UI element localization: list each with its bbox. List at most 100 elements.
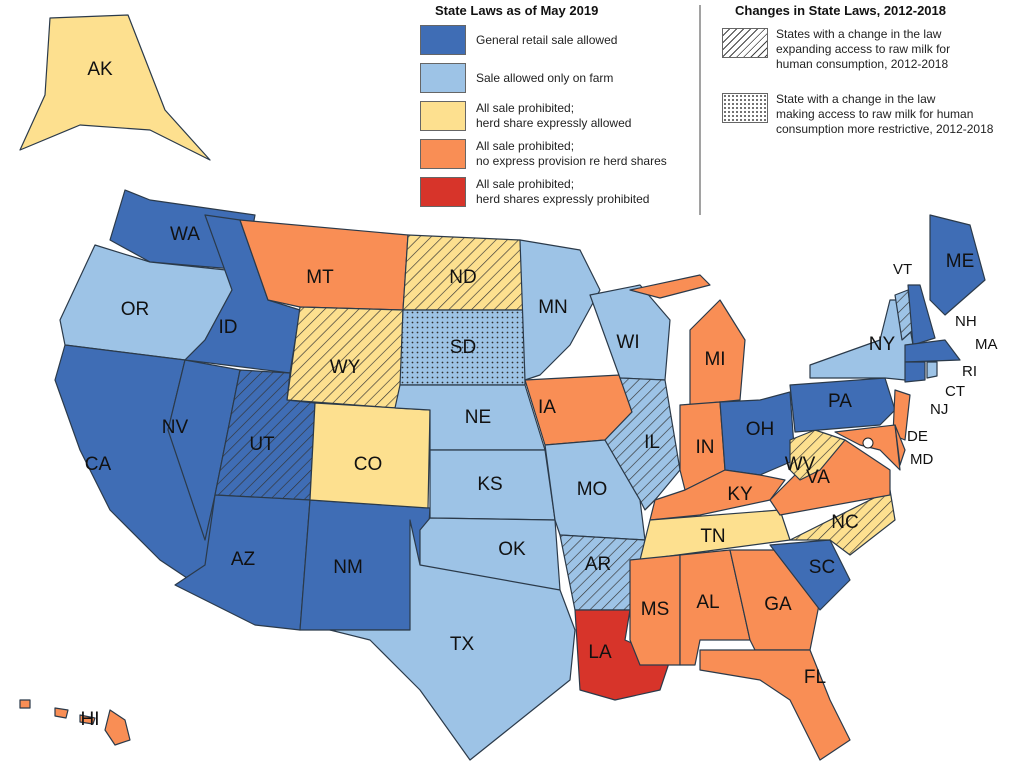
state: [167, 359, 241, 541]
state-change-overlay: [403, 235, 525, 310]
state-label: NY: [869, 334, 896, 355]
changes-swatch: [722, 28, 768, 58]
changes-swatch: [722, 93, 768, 123]
state-label: FL: [804, 667, 826, 688]
state: [834, 424, 901, 471]
state-label: KY: [727, 484, 753, 505]
state-label: NE: [465, 407, 491, 428]
changes-title: Changes in State Laws, 2012-2018: [735, 3, 946, 18]
state: [907, 284, 936, 346]
state: [789, 377, 896, 433]
state-label: MO: [577, 479, 608, 500]
state-label: GA: [764, 594, 792, 615]
state-label: ID: [219, 317, 238, 338]
legend-label: All sale prohibited; no express provisio…: [476, 139, 667, 168]
legend-label: All sale prohibited; herd share expressl…: [476, 101, 632, 130]
state: [926, 361, 938, 379]
state: [699, 649, 851, 761]
legend-label: General retail sale allowed: [476, 33, 618, 47]
state: [904, 339, 961, 363]
state-change-overlay: [895, 290, 913, 340]
state-change-overlay: [400, 310, 525, 385]
legend-swatch: [420, 101, 466, 131]
state: [894, 424, 906, 466]
state: [689, 299, 746, 406]
legend-label: All sale prohibited; herd shares express…: [476, 177, 650, 206]
state-label: WY: [330, 357, 361, 378]
state-label: MN: [538, 297, 568, 318]
state: [929, 214, 986, 316]
changes-label: States with a change in the law expandin…: [776, 27, 951, 71]
state-label: KS: [477, 474, 502, 495]
state-label: ME: [946, 251, 975, 272]
state-change-overlay: [605, 378, 680, 510]
legend-swatch: [420, 139, 466, 169]
changes-label: State with a change in the law making ac…: [776, 92, 994, 136]
state-label: WA: [170, 224, 200, 245]
state-label: IN: [696, 437, 715, 458]
state-label: SC: [809, 557, 835, 578]
state-label: CO: [354, 454, 383, 475]
state-label: HI: [81, 709, 100, 730]
state-label: TX: [450, 634, 475, 655]
dc-marker: [862, 437, 874, 449]
state-label: CT: [945, 383, 965, 400]
state-label: LA: [588, 642, 612, 663]
state-label: NV: [162, 417, 189, 438]
state: [574, 609, 671, 701]
state: [892, 389, 911, 441]
state: [19, 699, 31, 709]
state-label: NJ: [930, 401, 948, 418]
state: [329, 519, 576, 761]
state-label: MA: [975, 336, 998, 353]
state-label: NC: [831, 512, 858, 533]
state-change-overlay: [215, 370, 315, 500]
state-label: AR: [585, 554, 611, 575]
state-label: IA: [538, 397, 556, 418]
state: [19, 14, 211, 161]
state-label: RI: [962, 363, 977, 380]
state: [769, 539, 851, 611]
state-label: NH: [955, 313, 977, 330]
legend-swatch: [420, 25, 466, 55]
state: [629, 274, 711, 299]
state-label: AL: [696, 592, 719, 613]
state-label: CA: [85, 454, 112, 475]
state-label: PA: [828, 391, 852, 412]
state-label: WI: [616, 332, 639, 353]
state-label: MT: [306, 267, 334, 288]
state-label: VT: [893, 261, 912, 278]
state-change-overlay: [560, 535, 645, 610]
state: [589, 284, 671, 381]
state-label: VA: [806, 467, 830, 488]
state-label: OR: [121, 299, 150, 320]
state-label: AZ: [231, 549, 256, 570]
state-label: UT: [249, 434, 275, 455]
state-label: MS: [641, 599, 670, 620]
state-label: IL: [644, 432, 660, 453]
state-label: SD: [450, 337, 476, 358]
state: [54, 707, 69, 719]
state-label: WV: [785, 454, 816, 475]
state-label: MI: [704, 349, 725, 370]
state: [309, 402, 431, 509]
state-label: OH: [746, 419, 775, 440]
state-label: MD: [910, 451, 933, 468]
state-label: NM: [333, 557, 363, 578]
state-label: AK: [87, 59, 113, 80]
state-label: ND: [449, 267, 476, 288]
legend-swatch: [420, 177, 466, 207]
state-change-overlay: [790, 490, 895, 555]
legend-swatch: [420, 63, 466, 93]
state: [79, 714, 96, 725]
state-change-overlay: [790, 430, 845, 480]
state: [904, 361, 926, 383]
state-label: OK: [498, 539, 526, 560]
state: [104, 709, 131, 746]
state-change-overlay: [287, 307, 403, 408]
legend-label: Sale allowed only on farm: [476, 71, 614, 85]
state-label: TN: [700, 526, 725, 547]
state-label: DE: [907, 428, 928, 445]
